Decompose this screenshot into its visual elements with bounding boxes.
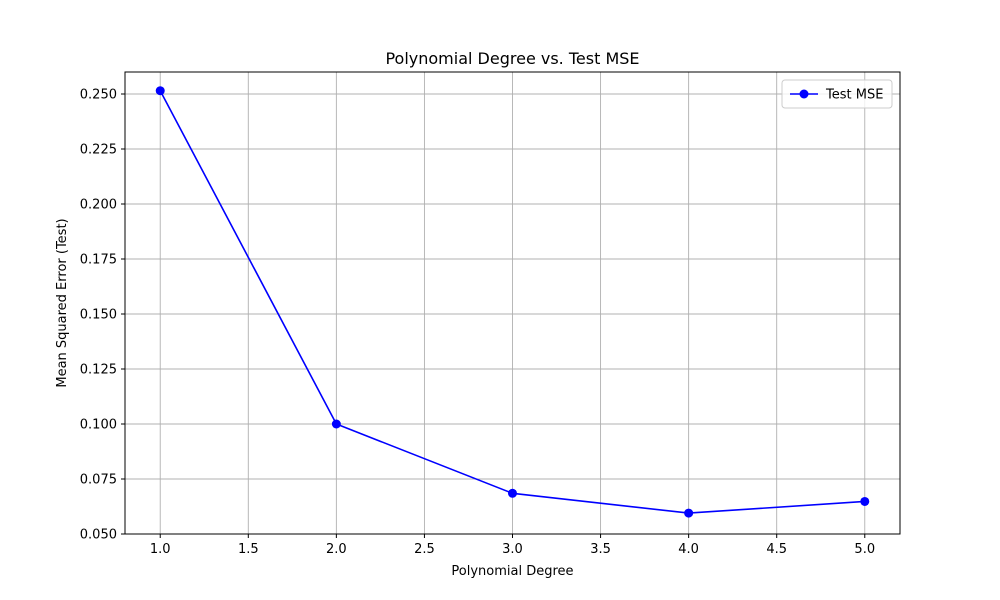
data-point xyxy=(508,488,517,498)
x-tick-label: 5.0 xyxy=(854,542,875,557)
legend: Test MSE xyxy=(781,79,893,109)
x-tick-label: 4.5 xyxy=(766,542,787,557)
y-tick-label: 0.150 xyxy=(80,308,117,323)
x-tick-label: 1.5 xyxy=(238,542,259,557)
y-tick-label: 0.250 xyxy=(80,88,117,103)
y-tick-label: 0.175 xyxy=(80,253,117,268)
legend-marker-swatch xyxy=(799,89,809,99)
y-tick-label: 0.100 xyxy=(80,418,117,433)
legend-entry-test-mse: Test MSE xyxy=(825,88,883,103)
data-point xyxy=(860,496,870,506)
x-tick-label: 1.0 xyxy=(150,542,171,557)
y-tick-label: 0.225 xyxy=(80,143,117,158)
x-axis-label: Polynomial Degree xyxy=(451,564,573,579)
legend-box xyxy=(781,79,893,109)
x-tick-label: 4.0 xyxy=(678,542,699,557)
y-axis-ticks: 0.050 0.075 0.100 0.125 0.150 0.175 0.200 0.225… xyxy=(80,88,125,543)
chart-title: Polynomial Degree vs. Test MSE xyxy=(385,49,639,68)
y-tick-label: 0.125 xyxy=(80,363,117,378)
x-axis-ticks: 1.0 1.5 2.0 2.5 3.0 3.5 4.0 4.5 5.0 xyxy=(150,534,875,557)
y-axis-label: Mean Squared Error (Test) xyxy=(55,218,70,387)
x-tick-label: 2.5 xyxy=(414,542,435,557)
series-group xyxy=(155,86,870,518)
data-point xyxy=(155,86,165,96)
data-point xyxy=(684,508,694,518)
data-point xyxy=(331,419,341,429)
y-tick-label: 0.075 xyxy=(80,473,117,488)
x-tick-label: 3.0 xyxy=(502,542,523,557)
x-tick-label: 2.0 xyxy=(326,542,347,557)
y-tick-label: 0.200 xyxy=(80,198,117,213)
y-tick-label: 0.050 xyxy=(80,528,117,543)
x-tick-label: 3.5 xyxy=(590,542,611,557)
